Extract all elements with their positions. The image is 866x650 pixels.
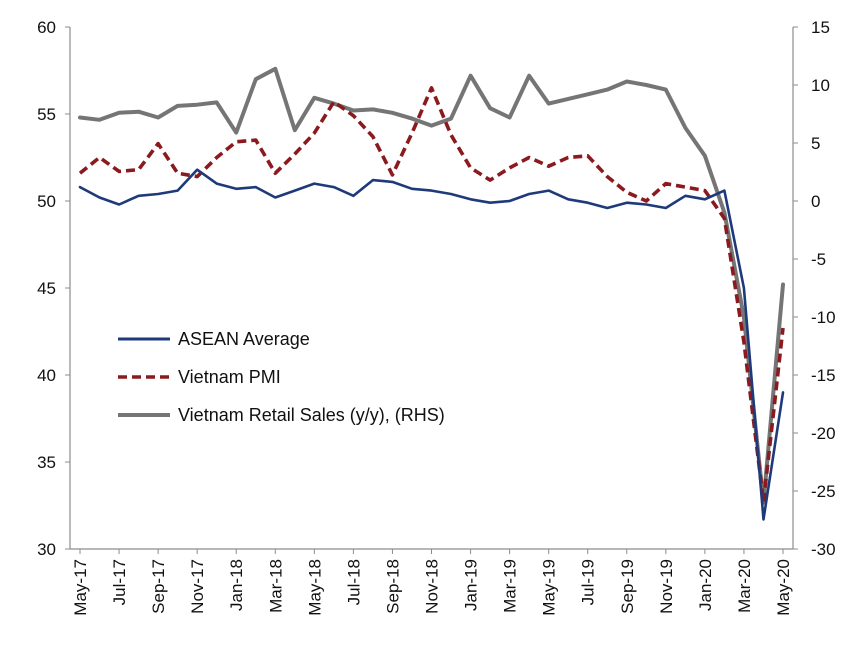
right-y-tick-label: 0: [811, 192, 820, 211]
series-line-vietnam-pmi: [78, 86, 785, 504]
series-line-asean-average: [78, 168, 785, 521]
left-y-tick-label: 35: [37, 453, 56, 472]
right-y-tick-label: 5: [811, 134, 820, 153]
legend: ASEAN Average Vietnam PMI Vietnam Retail S…: [118, 329, 445, 425]
left-y-axis-ticks: 30 35 40 45 50 55 60: [37, 18, 70, 559]
x-tick-label: May-19: [540, 559, 559, 616]
left-y-tick-label: 40: [37, 366, 56, 385]
left-y-tick-label: 50: [37, 192, 56, 211]
right-y-tick-label: 10: [811, 76, 830, 95]
left-y-tick-label: 30: [37, 540, 56, 559]
x-tick-label: Nov-18: [423, 559, 442, 614]
right-y-tick-label: -25: [811, 482, 836, 501]
x-tick-label: May-20: [774, 559, 793, 616]
series-layer: [78, 66, 785, 521]
x-tick-label: Mar-20: [735, 559, 754, 613]
x-tick-label: Sep-17: [149, 559, 168, 614]
left-y-tick-label: 60: [37, 18, 56, 37]
x-tick-label: Mar-19: [501, 559, 520, 613]
x-tick-label: Sep-18: [383, 559, 402, 614]
right-y-tick-label: -30: [811, 540, 836, 559]
x-tick-label: Jul-17: [110, 559, 129, 605]
right-y-axis-ticks: -30 -25 -20 -15 -10 -5 0 5 10 15: [793, 18, 836, 559]
x-tick-label: Sep-19: [618, 559, 637, 614]
x-tick-label: Nov-19: [657, 559, 676, 614]
x-tick-label: May-17: [71, 559, 90, 616]
axes-layer: [69, 27, 794, 550]
x-axis-ticks: May-17 Jul-17 Sep-17 Nov-17 Jan-18 Mar-18 May-…: [71, 549, 793, 616]
x-tick-label: Jul-18: [344, 559, 363, 605]
right-y-tick-label: -10: [811, 308, 836, 327]
x-tick-label: Jan-18: [227, 559, 246, 611]
series-line-vietnam-retail-sales-y-y-rhs: [78, 66, 785, 505]
legend-label: Vietnam Retail Sales (y/y), (RHS): [178, 405, 445, 425]
right-y-tick-label: -5: [811, 250, 826, 269]
x-tick-label: Mar-18: [266, 559, 285, 613]
left-y-tick-label: 45: [37, 279, 56, 298]
right-y-tick-label: -20: [811, 424, 836, 443]
x-tick-label: Nov-17: [188, 559, 207, 614]
left-y-tick-label: 55: [37, 105, 56, 124]
x-tick-label: Jul-19: [579, 559, 598, 605]
x-tick-label: Jan-20: [696, 559, 715, 611]
x-tick-label: Jan-19: [462, 559, 481, 611]
legend-label: Vietnam PMI: [178, 367, 281, 387]
legend-label: ASEAN Average: [178, 329, 310, 349]
right-y-tick-label: 15: [811, 18, 830, 37]
right-y-tick-label: -15: [811, 366, 836, 385]
x-tick-label: May-18: [305, 559, 324, 616]
